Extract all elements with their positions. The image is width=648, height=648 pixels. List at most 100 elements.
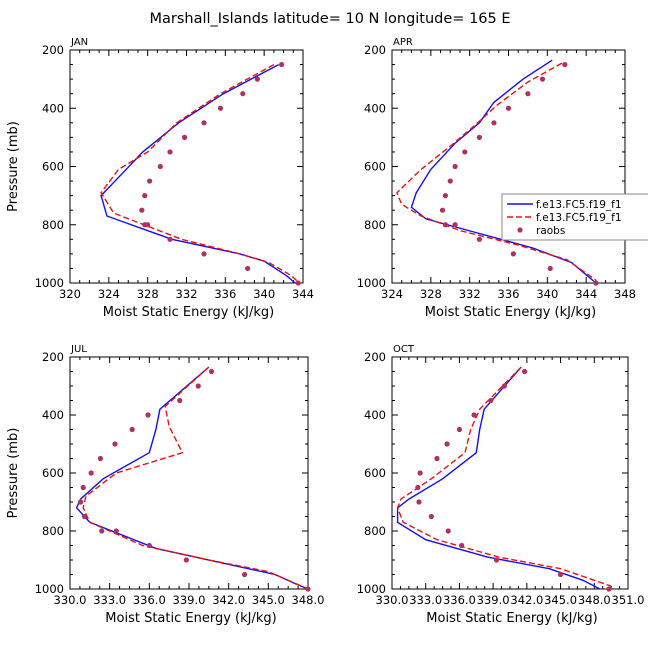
raobs-point bbox=[195, 383, 201, 389]
model-line-solid bbox=[100, 63, 296, 284]
panel-label: JAN bbox=[70, 37, 88, 48]
raobs-point bbox=[442, 222, 448, 228]
x-tick-label: 348 bbox=[614, 287, 636, 301]
x-axis-label: Moist Static Energy (kJ/kg) bbox=[103, 305, 274, 320]
y-tick-label: 1000 bbox=[35, 276, 64, 290]
y-tick-label: 400 bbox=[42, 408, 64, 422]
x-axis-label: Moist Static Energy (kJ/kg) bbox=[425, 305, 596, 320]
plot-frame bbox=[391, 49, 626, 284]
y-tick-label: 200 bbox=[364, 350, 386, 364]
y-tick-label: 800 bbox=[42, 218, 64, 232]
raobs-point bbox=[81, 513, 88, 520]
x-tick-label: 344 bbox=[292, 287, 314, 301]
raobs-point bbox=[88, 470, 94, 476]
x-axis-label: Moist Static Energy (kJ/kg) bbox=[105, 611, 276, 626]
panel-apr: APR 324 328 332 336 340 344 348 200 400 600 800 1000… bbox=[357, 37, 648, 320]
x-tick-label: 330.0 bbox=[376, 593, 409, 607]
raobs-point bbox=[522, 368, 528, 375]
raobs-point bbox=[505, 105, 512, 111]
raobs-point bbox=[510, 251, 516, 257]
raobs-point bbox=[444, 441, 450, 447]
raobs-point bbox=[547, 265, 553, 272]
raobs-point bbox=[525, 91, 531, 97]
raobs-point bbox=[145, 412, 151, 418]
x-tick-label: 332 bbox=[176, 287, 198, 301]
y-tick-label: 800 bbox=[364, 218, 386, 232]
raobs-point bbox=[493, 557, 500, 563]
raobs-point bbox=[217, 105, 224, 111]
raobs-point bbox=[245, 265, 251, 272]
x-tick-label: 336.0 bbox=[443, 593, 476, 607]
y-tick-label: 1000 bbox=[357, 276, 386, 290]
raobs-point bbox=[113, 528, 119, 534]
x-tick-label: 332 bbox=[459, 287, 481, 301]
raobs-point bbox=[142, 193, 148, 199]
x-tick-label: 340 bbox=[536, 287, 558, 301]
raobs-point bbox=[606, 586, 612, 592]
raobs-point bbox=[456, 426, 463, 433]
raobs-point bbox=[201, 251, 207, 257]
raobs-point bbox=[201, 120, 207, 126]
raobs-point bbox=[593, 280, 599, 286]
raobs-point bbox=[416, 499, 422, 505]
legend-swatch-dot bbox=[517, 227, 523, 233]
x-tick-label: 328 bbox=[137, 287, 159, 301]
raobs-point bbox=[459, 542, 465, 549]
x-tick-label: 330.0 bbox=[54, 593, 87, 607]
model-line-solid bbox=[396, 366, 601, 590]
x-tick-label: 336.0 bbox=[133, 593, 166, 607]
raobs-point bbox=[305, 586, 311, 592]
raobs-point bbox=[97, 455, 104, 462]
raobs-point bbox=[434, 455, 440, 462]
y-tick-label: 1000 bbox=[35, 582, 64, 596]
x-tick-label: 339.0 bbox=[173, 593, 206, 607]
plot-frame bbox=[69, 356, 309, 590]
raobs-point bbox=[539, 76, 546, 82]
raobs-point bbox=[254, 76, 260, 82]
x-tick-label: 333.0 bbox=[93, 593, 126, 607]
raobs-point bbox=[157, 163, 163, 170]
raobs-point bbox=[488, 397, 494, 404]
raobs-point bbox=[177, 397, 183, 404]
x-tick-label: 342.0 bbox=[510, 593, 543, 607]
raobs-point bbox=[447, 178, 453, 184]
raobs-point bbox=[99, 528, 105, 534]
raobs-point bbox=[146, 542, 152, 549]
panel-label: OCT bbox=[393, 344, 415, 355]
raobs-point bbox=[279, 61, 285, 68]
y-tick-label: 1000 bbox=[357, 582, 386, 596]
legend-label: f.e13.FC5.f19_f1 bbox=[536, 199, 622, 211]
raobs-point bbox=[462, 149, 468, 155]
raobs-point bbox=[452, 163, 458, 170]
raobs-point bbox=[557, 571, 564, 578]
panel-label: APR bbox=[393, 37, 413, 48]
raobs-point bbox=[240, 91, 246, 97]
raobs-point bbox=[442, 193, 448, 199]
x-tick-label: 324 bbox=[381, 287, 403, 301]
y-tick-label: 400 bbox=[42, 101, 64, 115]
raobs-point bbox=[471, 412, 477, 418]
raobs-point bbox=[183, 557, 189, 563]
raobs-point bbox=[491, 120, 497, 126]
raobs-point bbox=[501, 383, 507, 389]
x-tick-label: 333.0 bbox=[409, 593, 442, 607]
y-tick-label: 200 bbox=[42, 350, 64, 364]
raobs-point bbox=[562, 61, 568, 68]
y-tick-label: 800 bbox=[364, 524, 386, 538]
raobs-point bbox=[147, 178, 153, 184]
raobs-point bbox=[181, 134, 188, 140]
x-tick-label: 340 bbox=[253, 287, 275, 301]
raobs-point bbox=[77, 499, 84, 505]
raobs-point bbox=[417, 470, 423, 476]
raobs-point bbox=[415, 484, 421, 491]
y-tick-label: 400 bbox=[364, 408, 386, 422]
raobs-point bbox=[439, 207, 446, 213]
raobs-point bbox=[295, 280, 301, 286]
raobs-point bbox=[428, 513, 434, 520]
raobs-point bbox=[241, 571, 248, 578]
panel-jan: JAN 320 324 328 332 336 340 344 200 400 600 800 1000… bbox=[6, 37, 314, 320]
raobs-point bbox=[445, 528, 451, 534]
panel-label: JUL bbox=[70, 344, 87, 355]
raobs-point bbox=[80, 484, 86, 491]
